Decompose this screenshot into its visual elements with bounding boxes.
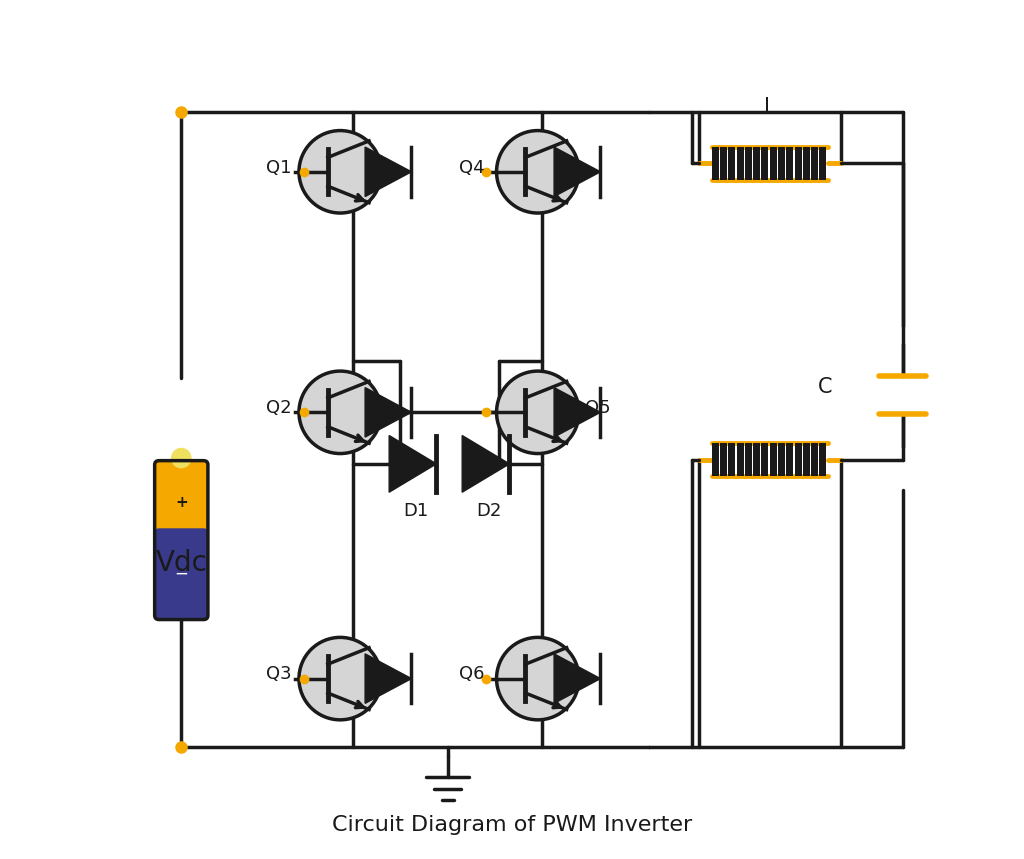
Bar: [819, 443, 826, 476]
Circle shape: [497, 371, 579, 454]
Bar: [762, 147, 768, 180]
Polygon shape: [366, 654, 412, 704]
Bar: [778, 443, 785, 476]
Bar: [728, 443, 735, 476]
Bar: [778, 147, 785, 180]
Bar: [736, 443, 743, 476]
Circle shape: [299, 131, 381, 213]
Text: Circuit Diagram of PWM Inverter: Circuit Diagram of PWM Inverter: [332, 814, 692, 835]
Circle shape: [171, 448, 191, 468]
Bar: [795, 443, 802, 476]
Bar: [786, 443, 794, 476]
Polygon shape: [366, 387, 412, 437]
Polygon shape: [366, 147, 412, 197]
Text: +: +: [175, 495, 187, 509]
Bar: [811, 147, 818, 180]
Text: Q6: Q6: [459, 666, 484, 683]
Bar: [728, 147, 735, 180]
Bar: [786, 147, 794, 180]
Polygon shape: [554, 147, 600, 197]
Text: Q3: Q3: [265, 666, 291, 683]
Text: Q4: Q4: [459, 159, 484, 176]
Circle shape: [497, 637, 579, 720]
Polygon shape: [554, 654, 600, 704]
Text: Q5: Q5: [585, 399, 610, 417]
Bar: [795, 147, 802, 180]
Bar: [712, 147, 719, 180]
Text: Q2: Q2: [265, 399, 291, 417]
Circle shape: [497, 131, 579, 213]
Circle shape: [299, 637, 381, 720]
Bar: [720, 147, 727, 180]
Bar: [744, 443, 752, 476]
FancyBboxPatch shape: [155, 460, 208, 537]
Bar: [819, 147, 826, 180]
Text: D1: D1: [403, 503, 428, 520]
Text: D2: D2: [476, 503, 502, 520]
Polygon shape: [462, 436, 509, 492]
FancyBboxPatch shape: [155, 528, 208, 619]
Text: Vdc: Vdc: [156, 549, 207, 576]
Bar: [753, 443, 760, 476]
Bar: [811, 443, 818, 476]
Text: −: −: [174, 565, 188, 583]
Bar: [803, 443, 810, 476]
Polygon shape: [554, 387, 600, 437]
Bar: [762, 443, 768, 476]
Text: L: L: [764, 97, 775, 118]
Polygon shape: [389, 436, 436, 492]
Text: Q1: Q1: [265, 159, 291, 176]
Bar: [753, 147, 760, 180]
Bar: [712, 443, 719, 476]
Bar: [803, 147, 810, 180]
Text: C: C: [818, 376, 833, 397]
Bar: [744, 147, 752, 180]
Circle shape: [299, 371, 381, 454]
Bar: [770, 443, 777, 476]
Bar: [770, 147, 777, 180]
Bar: [720, 443, 727, 476]
Bar: [736, 147, 743, 180]
